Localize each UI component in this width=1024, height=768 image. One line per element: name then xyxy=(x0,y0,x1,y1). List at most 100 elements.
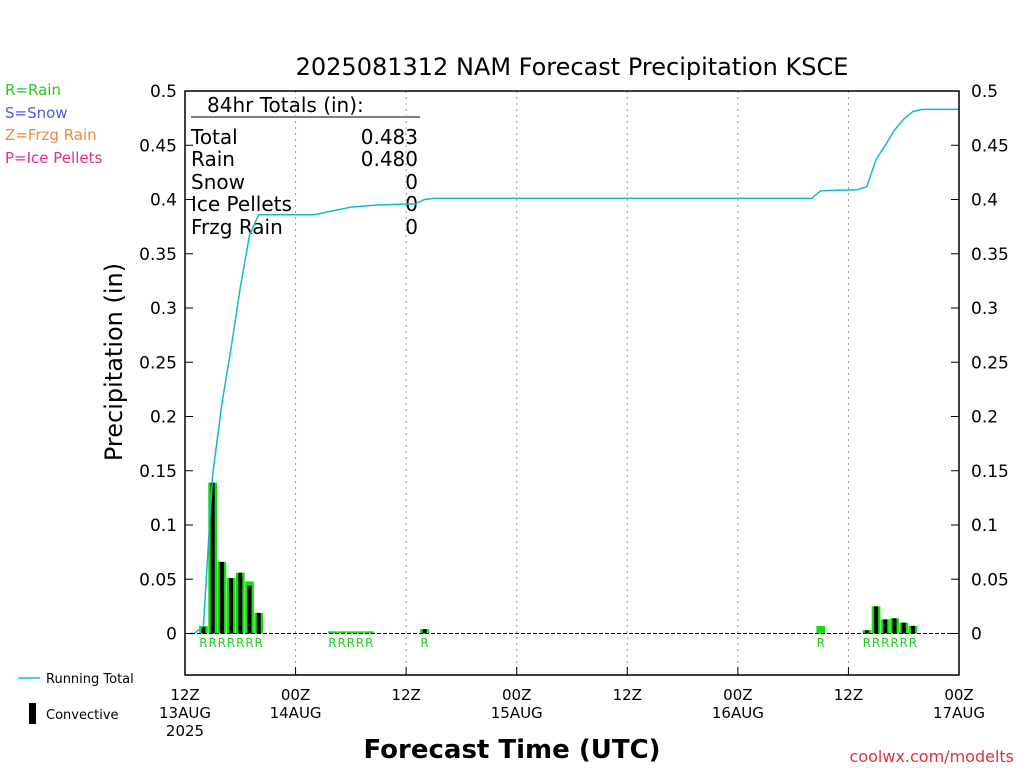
y-tick-label-left-7: 0.35 xyxy=(139,245,177,265)
totals-label-snow: Snow xyxy=(191,170,245,194)
x-tick-label-0-1: 13AUG xyxy=(159,704,211,722)
y-tick-label-left-6: 0.3 xyxy=(150,299,177,319)
convective-bar-9 xyxy=(874,606,879,634)
y-tick-label-right-2: 0.1 xyxy=(971,516,998,536)
ptype-label-12: R xyxy=(420,636,428,650)
convective-bar-8 xyxy=(864,630,869,634)
x-tick-label-1-0: 00Z xyxy=(281,686,310,704)
convective-bar-1 xyxy=(210,482,215,634)
rain-bar-11 xyxy=(364,631,374,634)
legend-ice-pellets: P=Ice Pellets xyxy=(5,149,102,167)
ptype-label-5: R xyxy=(245,636,253,650)
y-tick-label-left-3: 0.15 xyxy=(139,462,177,482)
convective-bar-3 xyxy=(229,578,234,634)
y-tick-label-left-5: 0.25 xyxy=(139,353,177,373)
totals-value-frzg-rain: 0 xyxy=(405,215,418,239)
ptype-label-1: R xyxy=(208,636,216,650)
ptype-label-3: R xyxy=(227,636,235,650)
totals-label-rain: Rain xyxy=(191,147,235,171)
totals-header: 84hr Totals (in): xyxy=(207,93,364,117)
y-tick-label-left-0: 0 xyxy=(166,625,177,645)
y-tick-label-right-4: 0.2 xyxy=(971,408,998,428)
x-tick-label-5-1: 16AUG xyxy=(712,704,764,722)
ptype-label-17: R xyxy=(890,636,898,650)
convective-bar-6 xyxy=(256,612,261,634)
y-tick-label-left-9: 0.45 xyxy=(139,136,177,156)
convective-bar-10 xyxy=(883,619,888,634)
totals-value-rain: 0.480 xyxy=(361,147,418,171)
totals-box: 84hr Totals (in): Total 0.483 Rain 0.480… xyxy=(190,93,420,239)
ptype-label-2: R xyxy=(218,636,226,650)
y-tick-label-right-6: 0.3 xyxy=(971,299,998,319)
rain-bar-8 xyxy=(337,631,346,634)
ptype-label-10: R xyxy=(356,636,364,650)
x-tick-label-6-0: 12Z xyxy=(834,686,863,704)
convective-legend-label: Convective xyxy=(46,708,119,723)
totals-value-snow: 0 xyxy=(405,170,418,194)
y-axis-label: Precipitation (in) xyxy=(100,263,128,461)
ptype-label-14: R xyxy=(863,636,871,650)
x-tick-label-0-2: 2025 xyxy=(166,722,204,740)
rain-bar-9 xyxy=(346,631,356,634)
convective-bar-4 xyxy=(238,572,243,634)
convective-bar-5 xyxy=(247,585,252,634)
y-tick-label-right-1: 0.05 xyxy=(971,570,1009,590)
legend-rain: R=Rain xyxy=(5,81,61,99)
y-tick-label-right-7: 0.35 xyxy=(971,245,1009,265)
ptype-label-4: R xyxy=(236,636,244,650)
rain-bar-13 xyxy=(816,625,826,634)
y-tick-label-left-8: 0.4 xyxy=(150,191,177,211)
ptype-label-6: R xyxy=(255,636,263,650)
convective-bar-12 xyxy=(901,622,906,634)
rain-bar-10 xyxy=(355,631,365,634)
ptype-label-0: R xyxy=(199,636,207,650)
legend-frzg-rain: Z=Frzg Rain xyxy=(5,126,97,144)
convective-bar-11 xyxy=(892,618,897,634)
x-tick-label-4-0: 12Z xyxy=(613,686,642,704)
plot-border xyxy=(184,90,960,676)
totals-label-ice-pellets: Ice Pellets xyxy=(191,192,292,216)
legend-snow: S=Snow xyxy=(5,104,68,122)
ptype-label-13: R xyxy=(817,636,825,650)
ptype-label-15: R xyxy=(872,636,880,650)
rain-bar-7 xyxy=(328,631,337,634)
y-tick-label-left-1: 0.05 xyxy=(139,570,177,590)
x-tick-label-7-1: 17AUG xyxy=(933,704,985,722)
ptype-label-7: R xyxy=(328,636,336,650)
y-tick-label-right-8: 0.4 xyxy=(971,191,998,211)
x-tick-label-5-0: 00Z xyxy=(723,686,752,704)
y-tick-label-right-0: 0 xyxy=(971,625,982,645)
x-tick-label-2-0: 12Z xyxy=(391,686,420,704)
running-total-line xyxy=(189,108,959,635)
ptype-legend: R=Rain S=Snow Z=Frzg Rain P=Ice Pellets xyxy=(5,81,102,167)
x-axis-label: Forecast Time (UTC) xyxy=(363,735,660,765)
ptype-label-9: R xyxy=(347,636,355,650)
y-tick-label-left-10: 0.5 xyxy=(150,82,177,102)
y-tick-label-left-4: 0.2 xyxy=(150,408,177,428)
convective-legend-swatch xyxy=(29,703,36,724)
convective-bar-0 xyxy=(201,626,206,634)
totals-value-total: 0.483 xyxy=(361,125,418,149)
y-tick-label-right-3: 0.15 xyxy=(971,462,1009,482)
convective-bar-13 xyxy=(910,625,915,634)
x-tick-label-0-0: 12Z xyxy=(170,686,199,704)
y-tick-label-right-5: 0.25 xyxy=(971,353,1009,373)
x-tick-label-3-1: 15AUG xyxy=(491,704,543,722)
credit-text: coolwx.com/modelts xyxy=(850,747,1014,766)
convective-bar-2 xyxy=(219,561,224,634)
x-tick-label-1-1: 14AUG xyxy=(270,704,322,722)
bottom-legend: Running Total Convective xyxy=(18,672,134,724)
ptype-label-19: R xyxy=(909,636,917,650)
x-tick-label-7-0: 00Z xyxy=(944,686,973,704)
y-tick-label-left-2: 0.1 xyxy=(150,516,177,536)
convective-bar-7 xyxy=(422,629,427,634)
y-tick-label-right-9: 0.45 xyxy=(971,136,1009,156)
ptype-label-18: R xyxy=(900,636,908,650)
totals-label-total: Total xyxy=(190,125,238,149)
ptype-label-11: R xyxy=(365,636,373,650)
chart-title: 2025081312 NAM Forecast Precipitation KS… xyxy=(296,53,849,81)
ptype-label-16: R xyxy=(881,636,889,650)
totals-label-frzg-rain: Frzg Rain xyxy=(191,215,283,239)
running-total-legend-label: Running Total xyxy=(46,672,134,687)
